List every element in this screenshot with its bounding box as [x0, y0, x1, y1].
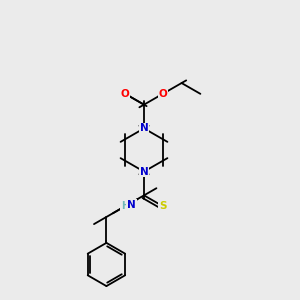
Text: S: S [159, 201, 166, 211]
Text: N: N [140, 167, 148, 177]
Text: N: N [140, 123, 148, 134]
Text: O: O [121, 89, 130, 99]
Text: N: N [127, 200, 136, 210]
Text: H: H [121, 201, 129, 211]
Text: O: O [158, 89, 167, 99]
